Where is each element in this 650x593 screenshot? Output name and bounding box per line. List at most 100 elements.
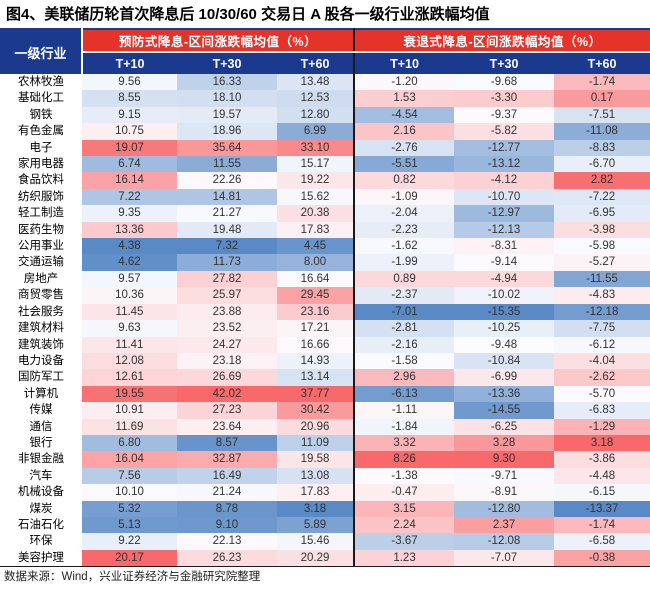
value-cell: 6.99 <box>277 123 355 140</box>
value-cell: 35.64 <box>177 139 277 157</box>
value-cell: 8.26 <box>353 451 455 468</box>
value-cell: 13.36 <box>82 221 177 239</box>
value-cell: 3.15 <box>353 500 455 517</box>
table-row: 农林牧渔 9.56 16.33 13.48 -1.20 -9.68 -1.74 <box>0 74 650 91</box>
value-cell: -12.18 <box>554 303 650 321</box>
value-cell: 15.62 <box>277 188 355 206</box>
group-header-precautionary: 预防式降息-区间涨跌幅均值（%） <box>82 29 355 53</box>
value-cell: 16.33 <box>177 74 277 91</box>
value-cell: -6.58 <box>554 533 650 550</box>
value-cell: -2.62 <box>554 369 650 386</box>
value-cell: -1.20 <box>353 74 455 91</box>
value-cell: 20.17 <box>82 549 177 567</box>
value-cell: -10.25 <box>454 320 555 337</box>
value-cell: 8.57 <box>177 434 277 452</box>
value-cell: -9.37 <box>454 106 555 124</box>
value-cell: -5.70 <box>554 385 650 403</box>
value-cell: 11.73 <box>177 254 277 271</box>
value-cell: 29.45 <box>277 287 355 304</box>
table-row: 建筑材料 9.63 23.52 17.21 -2.81 -10.25 -7.75 <box>0 320 650 337</box>
value-cell: 19.22 <box>277 172 355 189</box>
value-cell: 7.56 <box>82 467 177 485</box>
value-cell: 13.14 <box>277 369 355 386</box>
sector-label: 计算机 <box>0 385 82 403</box>
table-row: 机械设备 10.10 21.24 17.83 -0.47 -8.91 -6.15 <box>0 484 650 501</box>
table-row: 计算机 19.55 42.02 37.77 -6.13 -13.36 -5.70 <box>0 385 650 403</box>
value-cell: 33.10 <box>277 139 355 157</box>
col-header-pre-t10: T+10 <box>82 52 177 74</box>
value-cell: 23.88 <box>177 303 277 321</box>
table-row: 银行 6.80 8.57 11.09 3.32 3.28 3.18 <box>0 434 650 452</box>
value-cell: 15.46 <box>277 533 355 550</box>
value-cell: 23.18 <box>177 352 277 370</box>
value-cell: 4.38 <box>82 238 177 255</box>
figure-title: 图4、美联储历轮首次降息后 10/30/60 交易日 A 股各一级行业涨跌幅均值 <box>6 6 490 23</box>
value-cell: -1.99 <box>353 254 455 271</box>
value-cell: 9.30 <box>454 451 555 468</box>
sector-label: 煤炭 <box>0 500 82 517</box>
value-cell: -1.29 <box>554 418 650 435</box>
sector-returns-table: 一级行业 预防式降息-区间涨跌幅均值（%） 衰退式降息-区间涨跌幅均值（%） T… <box>0 28 650 567</box>
sector-label: 建筑装饰 <box>0 336 82 353</box>
value-cell: 17.83 <box>277 484 355 501</box>
value-cell: -1.74 <box>554 516 650 534</box>
table-row: 商贸零售 10.36 25.97 29.45 -2.37 -10.02 -4.83 <box>0 287 650 304</box>
table-row: 通信 11.69 23.64 20.96 -1.84 -6.25 -1.29 <box>0 418 650 435</box>
value-cell: 18.10 <box>177 90 277 107</box>
value-cell: -4.04 <box>554 352 650 370</box>
col-header-rec-t10: T+10 <box>353 52 455 74</box>
value-cell: -14.55 <box>454 402 555 419</box>
col-header-pre-t60: T+60 <box>277 52 355 74</box>
row-header-label: 一级行业 <box>0 29 83 74</box>
value-cell: -7.22 <box>554 188 650 206</box>
value-cell: -1.62 <box>353 238 455 255</box>
value-cell: -9.71 <box>454 467 555 485</box>
value-cell: 10.36 <box>82 287 177 304</box>
value-cell: 0.89 <box>353 270 455 288</box>
sector-label: 国防军工 <box>0 369 82 386</box>
value-cell: 8.55 <box>82 90 177 107</box>
sector-label: 房地产 <box>0 270 82 288</box>
value-cell: 22.13 <box>177 533 277 550</box>
value-cell: -6.99 <box>454 369 555 386</box>
value-cell: 19.55 <box>82 385 177 403</box>
sector-label: 农林牧渔 <box>0 74 82 91</box>
value-cell: 6.74 <box>82 156 177 173</box>
value-cell: -8.83 <box>554 139 650 157</box>
value-cell: 2.37 <box>454 516 555 534</box>
value-cell: -11.08 <box>554 123 650 140</box>
value-cell: -6.70 <box>554 156 650 173</box>
col-header-rec-t60: T+60 <box>554 52 650 74</box>
value-cell: 22.26 <box>177 172 277 189</box>
value-cell: 27.82 <box>177 270 277 288</box>
table-row: 公用事业 4.38 7.32 4.45 -1.62 -8.31 -5.98 <box>0 238 650 255</box>
sector-label: 纺织服饰 <box>0 188 82 206</box>
col-header-pre-t30: T+30 <box>177 52 277 74</box>
sector-label: 美容护理 <box>0 549 82 567</box>
value-cell: 26.69 <box>177 369 277 386</box>
value-cell: 16.49 <box>177 467 277 485</box>
value-cell: 4.62 <box>82 254 177 271</box>
value-cell: -1.11 <box>353 402 455 419</box>
value-cell: 12.80 <box>277 106 355 124</box>
value-cell: -2.23 <box>353 221 455 239</box>
value-cell: -1.09 <box>353 188 455 206</box>
value-cell: 14.81 <box>177 188 277 206</box>
value-cell: 2.16 <box>353 123 455 140</box>
value-cell: -6.83 <box>554 402 650 419</box>
value-cell: 10.91 <box>82 402 177 419</box>
sector-label: 轻工制造 <box>0 205 82 222</box>
value-cell: -12.97 <box>454 205 555 222</box>
table-row: 交通运输 4.62 11.73 8.00 -1.99 -9.14 -5.27 <box>0 254 650 271</box>
value-cell: -2.76 <box>353 139 455 157</box>
value-cell: 23.64 <box>177 418 277 435</box>
value-cell: 15.17 <box>277 156 355 173</box>
table-header: 一级行业 预防式降息-区间涨跌幅均值（%） 衰退式降息-区间涨跌幅均值（%） T… <box>0 29 650 74</box>
sector-label: 钢铁 <box>0 106 82 124</box>
sector-label: 基础化工 <box>0 90 82 107</box>
value-cell: 7.22 <box>82 188 177 206</box>
value-cell: 21.24 <box>177 484 277 501</box>
value-cell: 23.52 <box>177 320 277 337</box>
value-cell: 5.89 <box>277 516 355 534</box>
value-cell: 12.08 <box>82 352 177 370</box>
